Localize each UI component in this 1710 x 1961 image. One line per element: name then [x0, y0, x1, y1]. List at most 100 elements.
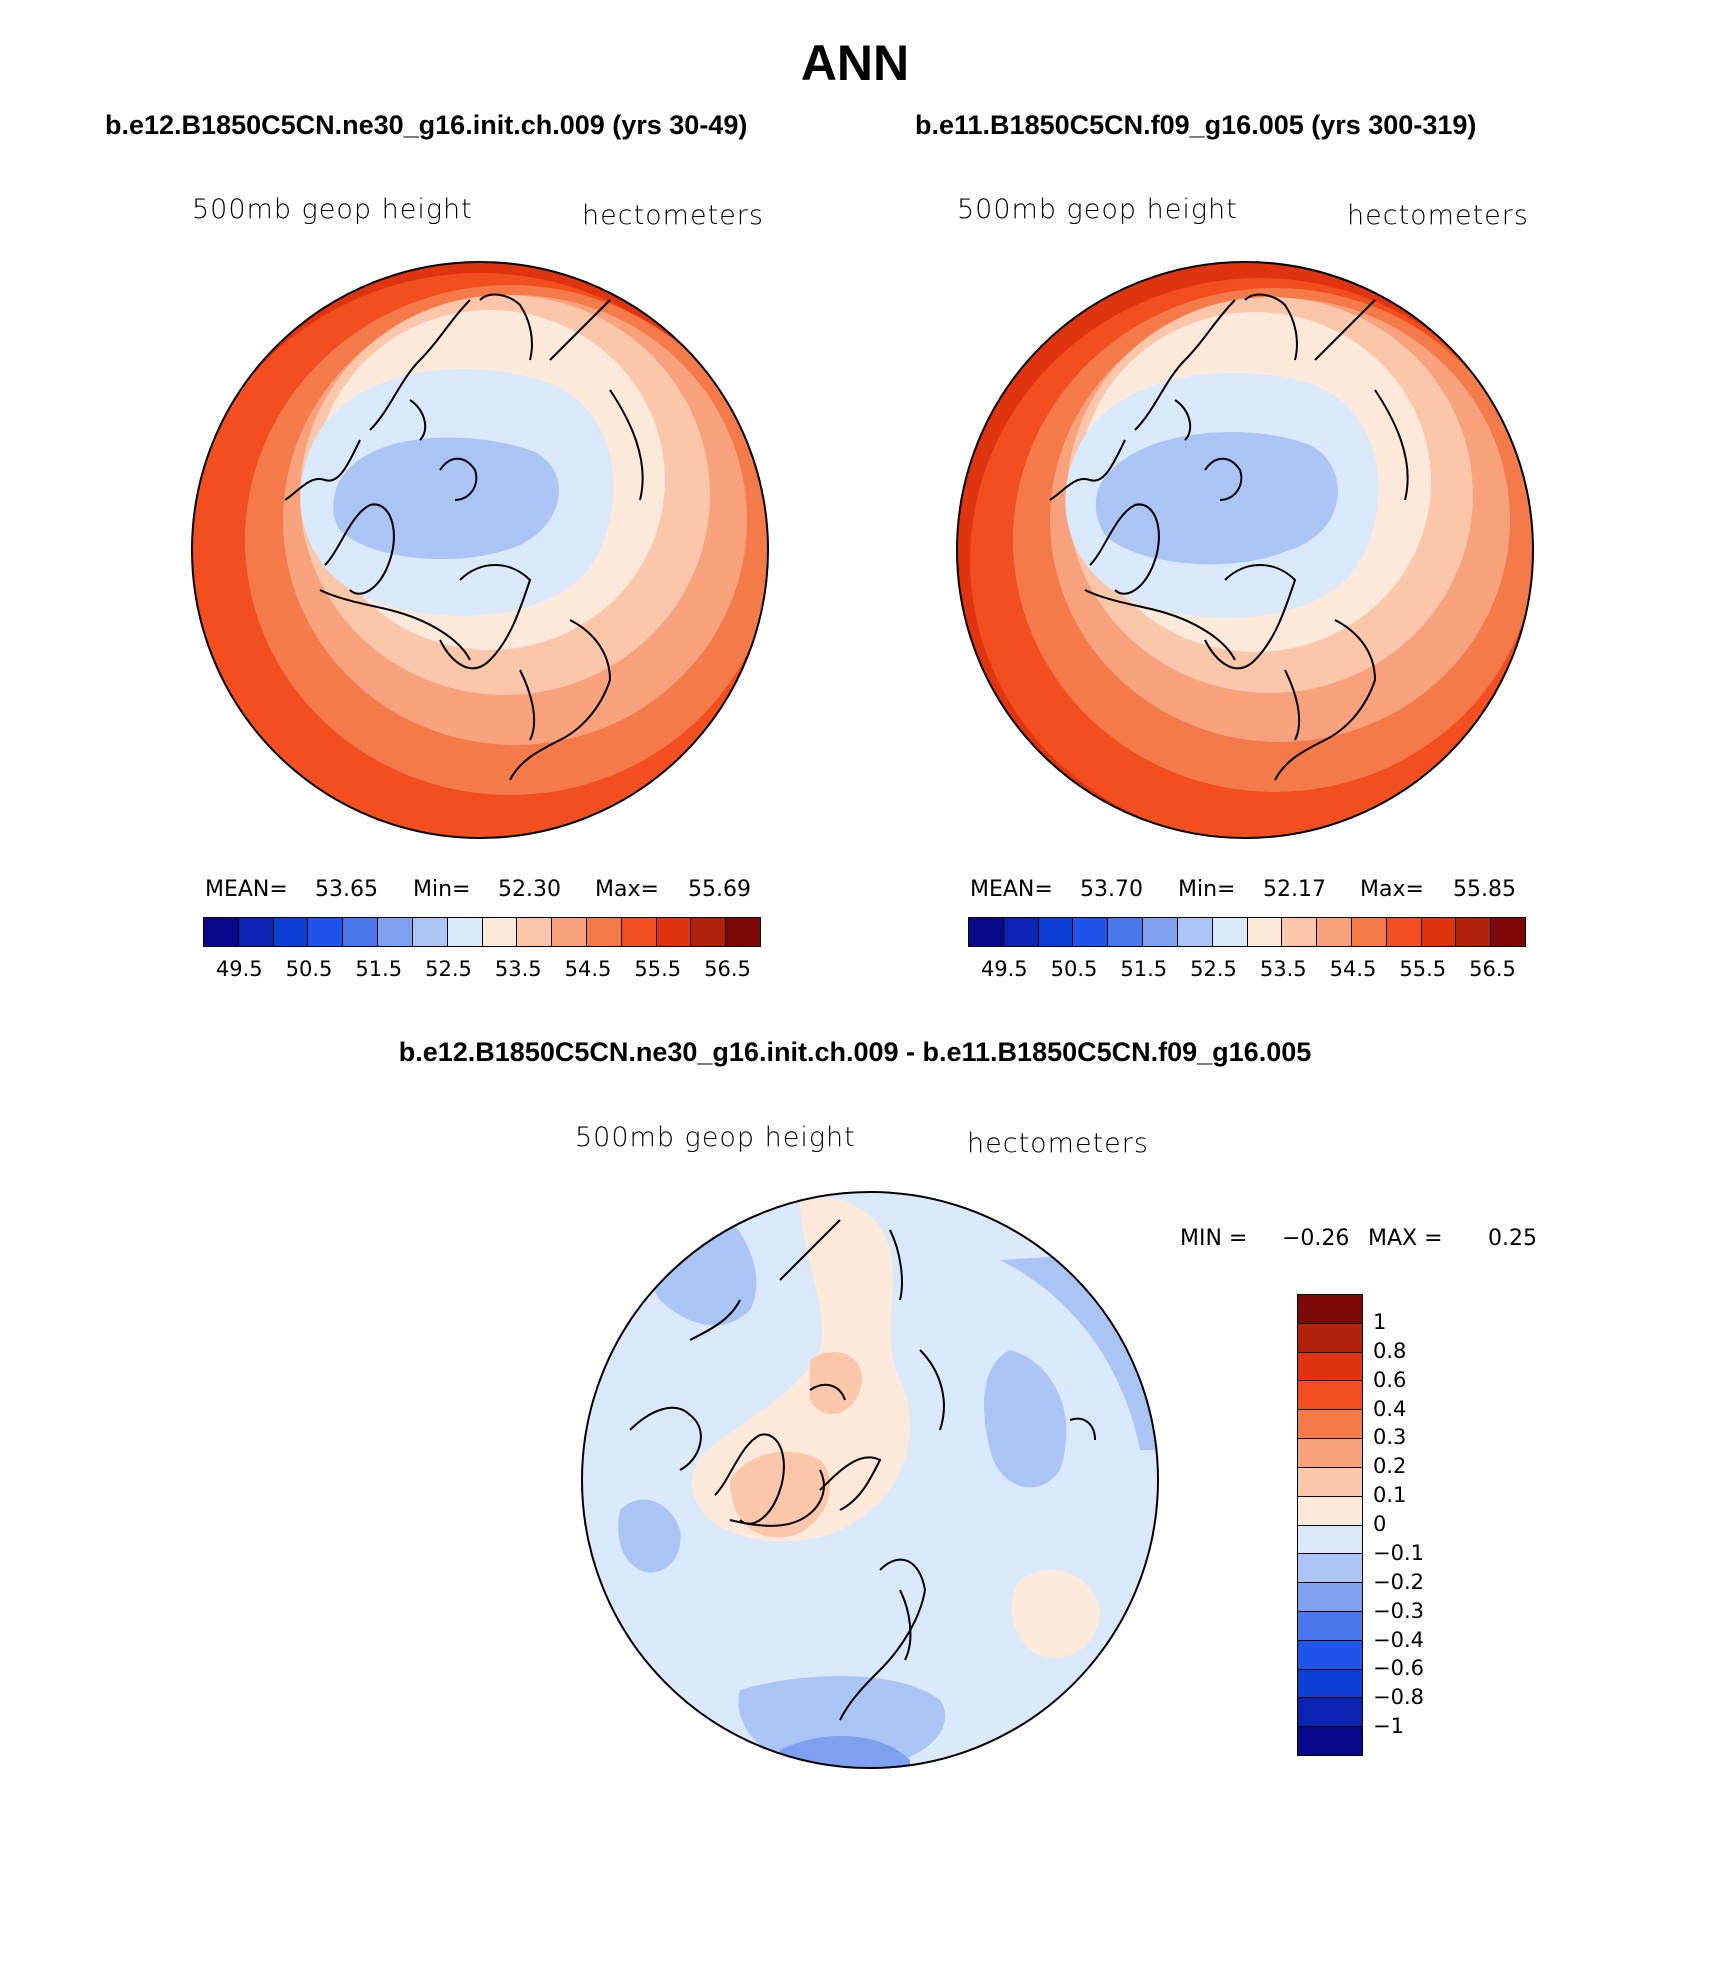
colorbar-swatch: [1298, 1583, 1362, 1612]
colorbar-tick-label: 52.5: [1190, 957, 1237, 981]
diff-units-label: hectometers: [967, 1128, 1149, 1159]
diff-min-value: −0.26: [1282, 1226, 1350, 1251]
panel2-min-label: Min=: [1178, 877, 1236, 902]
colorbar-swatch: [1386, 918, 1422, 946]
colorbar-swatch: [273, 918, 309, 946]
colorbar-tick-label: 56.5: [704, 957, 751, 981]
panel2-units-label: hectometers: [1347, 200, 1529, 231]
colorbar-tick-label: 53.5: [494, 957, 542, 981]
colorbar-tick-label: 50.5: [1050, 957, 1098, 981]
panel1-polar-map: [191, 261, 769, 839]
panel1-subtitle: b.e12.B1850C5CN.ne30_g16.init.ch.009 (yr…: [105, 110, 748, 140]
colorbar-tick-label: −0.8: [1373, 1685, 1424, 1710]
colorbar-tick-label: 51.5: [355, 957, 403, 981]
colorbar-swatch: [1298, 1611, 1362, 1641]
colorbar-swatch: [378, 918, 413, 946]
colorbar-swatch: [1298, 1525, 1362, 1555]
colorbar-swatch: [343, 918, 379, 946]
colorbar-swatch: [1177, 918, 1213, 946]
contour-band-52.0: [333, 437, 559, 560]
contour-region-neg: [984, 1350, 1067, 1488]
panel1-max-value: 55.69: [688, 877, 751, 902]
colorbar-swatch: [517, 918, 553, 946]
colorbar-swatch: [1317, 918, 1352, 946]
colorbar-swatch: [969, 918, 1004, 946]
page-title: ANN: [800, 35, 910, 91]
colorbar-swatch: [308, 918, 344, 946]
colorbar-swatch: [1421, 918, 1457, 946]
diff-subtitle: b.e12.B1850C5CN.ne30_g16.init.ch.009 - b…: [398, 1037, 1312, 1067]
colorbar-tick-label: 0.2: [1373, 1454, 1407, 1479]
colorbar-swatch: [1143, 918, 1178, 946]
colorbar-tick-label: 56.5: [1469, 957, 1516, 981]
contour-region-pos0.1: [810, 1351, 862, 1414]
colorbar-swatch: [1038, 918, 1074, 946]
diff-min-label: MIN =: [1180, 1226, 1248, 1251]
colorbar-swatch: [552, 918, 587, 946]
colorbar-tick-label: 0.4: [1373, 1396, 1407, 1421]
colorbar-swatch: [1212, 918, 1248, 946]
colorbar-swatch: [1298, 1467, 1362, 1497]
coastlines: [629, 1219, 1096, 1721]
colorbar-swatch: [204, 918, 239, 946]
panel1-units-label: hectometers: [582, 200, 764, 231]
colorbar-tick-label: 51.5: [1120, 957, 1168, 981]
colorbar-swatch: [1298, 1496, 1362, 1526]
panel2-subtitle: b.e11.B1850C5CN.f09_g16.005 (yrs 300-319…: [915, 110, 1477, 140]
colorbar-swatch: [1298, 1698, 1362, 1728]
colorbar-tick-label: 1: [1373, 1309, 1387, 1334]
panel1-min-label: Min=: [413, 877, 471, 902]
contour-region-neg: [618, 1499, 681, 1573]
colorbar-swatch: [412, 918, 448, 946]
contour-region-neg: [652, 1192, 757, 1326]
colorbar-tick-label: 0.3: [1373, 1425, 1407, 1450]
panel2-max-value: 55.85: [1453, 877, 1516, 902]
colorbar-swatch: [1351, 918, 1387, 946]
diff-variable-label: 500mb geop height: [575, 1122, 856, 1153]
panel2-mean-label: MEAN=: [970, 877, 1053, 902]
panel2-max-label: Max=: [1360, 877, 1424, 902]
contour-band-52.0: [1095, 432, 1338, 565]
colorbar-tick-label: 55.5: [1399, 957, 1447, 981]
panel2-polar-map: [956, 261, 1534, 839]
map-boundary: [956, 261, 1534, 839]
panel1-mean-value: 53.65: [315, 877, 378, 902]
colorbar-tick-label: −1: [1373, 1714, 1404, 1739]
diff-max-value: 0.25: [1488, 1226, 1537, 1251]
colorbar-swatch: [1298, 1323, 1362, 1353]
diff-colorbar: [1297, 1294, 1363, 1756]
colorbar-swatch: [238, 918, 274, 946]
diff-max-label: MAX =: [1368, 1226, 1443, 1251]
colorbar-tick-label: 55.5: [634, 957, 682, 981]
colorbar-swatch: [1003, 918, 1039, 946]
colorbar-swatch: [1298, 1554, 1362, 1584]
panel1-variable-label: 500mb geop height: [192, 194, 473, 225]
colorbar-tick-label: −0.2: [1373, 1569, 1424, 1594]
panel1-colorbar: [203, 917, 761, 947]
coastlines: [1049, 293, 1409, 781]
colorbar-swatch: [621, 918, 657, 946]
diff-polar-map: [581, 1191, 1159, 1769]
colorbar-swatch: [1298, 1669, 1362, 1699]
colorbar-swatch: [447, 918, 483, 946]
colorbar-swatch: [1282, 918, 1318, 946]
colorbar-tick-label: 53.5: [1259, 957, 1307, 981]
colorbar-swatch: [1298, 1381, 1362, 1411]
contour-region-pos: [691, 1197, 910, 1542]
colorbar-tick-label: 52.5: [425, 957, 472, 981]
contour-region-pos: [1011, 1570, 1100, 1658]
colorbar-swatch: [1298, 1410, 1362, 1440]
colorbar-swatch: [1298, 1352, 1362, 1382]
map-boundary: [581, 1191, 1159, 1769]
colorbar-tick-label: 0.1: [1373, 1483, 1407, 1508]
colorbar-swatch: [656, 918, 692, 946]
coastlines: [284, 293, 644, 781]
panel2-mean-value: 53.70: [1080, 877, 1143, 902]
panel2-min-value: 52.17: [1263, 877, 1326, 902]
colorbar-tick-label: 49.5: [215, 957, 263, 981]
panel2-variable-label: 500mb geop height: [957, 194, 1238, 225]
colorbar-swatch: [1456, 918, 1492, 946]
colorbar-tick-label: −0.6: [1373, 1656, 1424, 1681]
colorbar-swatch: [726, 918, 760, 946]
panel1-min-value: 52.30: [498, 877, 561, 902]
